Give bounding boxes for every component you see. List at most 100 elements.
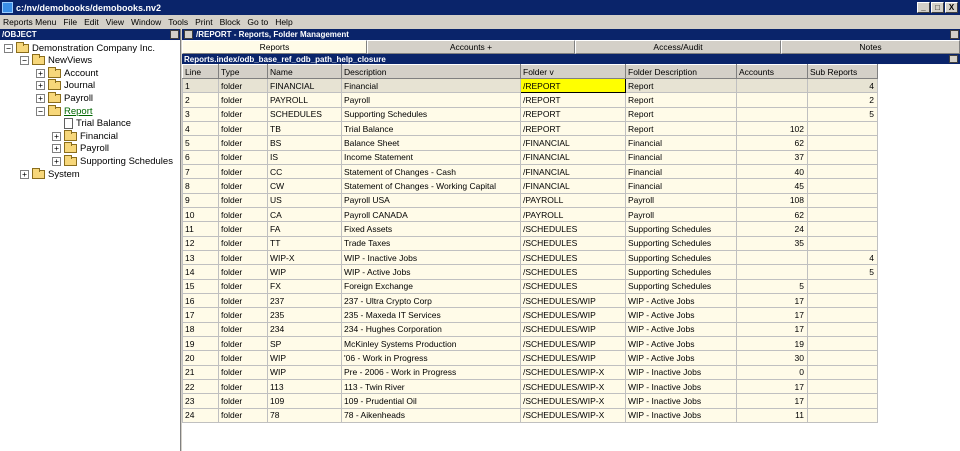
menu-window[interactable]: Window	[131, 17, 162, 27]
table-cell[interactable]: Pre - 2006 - Work in Progress	[341, 364, 521, 380]
table-cell[interactable]: Foreign Exchange	[341, 278, 521, 294]
table-cell[interactable]: /REPORT	[520, 106, 626, 122]
table-cell[interactable]: Trade Taxes	[341, 235, 521, 251]
table-cell[interactable]: folder	[218, 192, 268, 208]
table-cell[interactable]: Statement of Changes - Cash	[341, 163, 521, 180]
table-cell[interactable]: Statement of Changes - Working Capital	[341, 178, 521, 194]
table-cell[interactable]: 6	[182, 149, 219, 165]
tree-node[interactable]: − NewViews	[20, 54, 92, 67]
tree-node[interactable]: Trial Balance	[52, 118, 131, 130]
tab-accounts[interactable]: Accounts +	[367, 40, 575, 54]
table-cell[interactable]	[807, 407, 878, 423]
table-cell[interactable]: Financial	[625, 149, 737, 165]
table-cell[interactable]: WIP - Active Jobs	[625, 292, 737, 309]
table-cell[interactable]: 17	[736, 378, 808, 395]
table-cell[interactable]: folder	[218, 335, 268, 352]
table-row[interactable]: 6 folder IS Income Statement/FINANCIAL Finan…	[182, 149, 878, 165]
expand-icon[interactable]: +	[52, 131, 61, 141]
table-cell[interactable]: /PAYROLL	[520, 206, 626, 223]
table-row[interactable]: 21 folder WIP Pre - 2006 - Work in Progress…	[182, 364, 878, 380]
table-cell[interactable]: WIP - Active Jobs	[625, 350, 737, 366]
table-cell[interactable]	[807, 307, 878, 323]
table-cell[interactable]: folder	[218, 321, 268, 337]
table-cell[interactable]: SP	[267, 335, 342, 352]
table-cell[interactable]: 237 - Ultra Crypto Corp	[341, 292, 521, 309]
table-cell[interactable]: Financial	[625, 135, 737, 151]
table-cell[interactable]: WIP-X	[267, 249, 342, 266]
tree-node[interactable]: − Demonstration Company Inc.	[4, 41, 155, 54]
table-cell[interactable]: folder	[218, 178, 268, 194]
table-cell[interactable]	[807, 335, 878, 352]
table-cell[interactable]: Financial	[625, 178, 737, 194]
table-cell[interactable]: /SCHEDULES/WIP	[520, 350, 626, 366]
expand-icon[interactable]: +	[52, 144, 61, 154]
table-row[interactable]: 10 folder CA Payroll CANADA/PAYROLL Payroll 6…	[182, 206, 878, 223]
table-cell[interactable]: 15	[182, 278, 219, 294]
table-cell[interactable]: Supporting Schedules	[625, 264, 737, 280]
table-cell[interactable]: 62	[736, 206, 808, 223]
window-menu-icon[interactable]	[184, 30, 193, 39]
table-cell[interactable]	[807, 378, 878, 395]
table-cell[interactable]: 78	[267, 407, 342, 423]
table-row[interactable]: 12 folder TT Trade Taxes/SCHEDULES Supportin…	[182, 235, 878, 251]
table-cell[interactable]: 108	[736, 192, 808, 208]
path-menu-button[interactable]	[949, 55, 958, 63]
table-cell[interactable]: WIP - Active Jobs	[625, 321, 737, 337]
table-cell[interactable]: 7	[182, 163, 219, 180]
table-cell[interactable]: 18	[182, 321, 219, 337]
table-cell[interactable]: /SCHEDULES	[520, 235, 626, 251]
table-cell[interactable]: Report	[625, 92, 737, 108]
table-cell[interactable]: 234 - Hughes Corporation	[341, 321, 521, 337]
table-cell[interactable]	[807, 321, 878, 337]
tab-access-audit[interactable]: Access/Audit	[575, 40, 781, 54]
tab-reports[interactable]: Reports	[182, 40, 367, 54]
table-row[interactable]: 18 folder 234 234 - Hughes Corporation/SCHE…	[182, 321, 878, 337]
table-cell[interactable]: folder	[218, 249, 268, 266]
table-cell[interactable]: Financial	[341, 77, 521, 94]
table-cell[interactable]: /REPORT	[520, 77, 626, 94]
table-cell[interactable]: 40	[736, 163, 808, 180]
table-cell[interactable]: WIP - Inactive Jobs	[625, 364, 737, 380]
table-cell[interactable]	[807, 221, 878, 237]
tree-node[interactable]: + Financial	[52, 129, 118, 142]
table-cell[interactable]: Supporting Schedules	[341, 106, 521, 122]
maximize-button[interactable]: □	[931, 2, 944, 13]
table-cell[interactable]: 14	[182, 264, 219, 280]
table-row[interactable]: 22 folder 113 113 - Twin River/SCHEDULES/WI…	[182, 378, 878, 395]
table-row[interactable]: 7 folder CC Statement of Changes - Cash/FIN…	[182, 163, 878, 180]
table-cell[interactable]: BS	[267, 135, 342, 151]
table-cell[interactable]: Payroll	[625, 206, 737, 223]
table-cell[interactable]: FA	[267, 221, 342, 237]
table-cell[interactable]	[736, 264, 808, 280]
table-cell[interactable]: TB	[267, 120, 342, 137]
table-cell[interactable]: folder	[218, 206, 268, 223]
menu-print[interactable]: Print	[195, 17, 213, 27]
table-cell[interactable]: 109	[267, 393, 342, 409]
table-cell[interactable]: WIP	[267, 264, 342, 280]
menu-edit[interactable]: Edit	[84, 17, 99, 27]
menu-view[interactable]: View	[105, 17, 125, 27]
tab-notes[interactable]: Notes	[781, 40, 960, 54]
table-row[interactable]: 8 folder CW Statement of Changes - Working …	[182, 178, 878, 194]
table-cell[interactable]: WIP - Inactive Jobs	[625, 378, 737, 395]
table-cell[interactable]: 21	[182, 364, 219, 380]
collapse-icon[interactable]: −	[20, 56, 29, 66]
table-cell[interactable]: folder	[218, 92, 268, 108]
table-cell[interactable]: Supporting Schedules	[625, 221, 737, 237]
table-cell[interactable]: 22	[182, 378, 219, 395]
table-row[interactable]: 20 folder WIP '06 - Work in Progress/SCHEDU…	[182, 350, 878, 366]
column-header[interactable]: Name	[267, 64, 342, 79]
table-cell[interactable]: folder	[218, 292, 268, 309]
table-cell[interactable]: CA	[267, 206, 342, 223]
table-cell[interactable]: Report	[625, 77, 737, 94]
column-header[interactable]: Type	[218, 64, 268, 79]
table-cell[interactable]: 24	[182, 407, 219, 423]
menu-tools[interactable]: Tools	[168, 17, 189, 27]
tree-node[interactable]: + Payroll	[52, 142, 109, 155]
table-cell[interactable]: 11	[182, 221, 219, 237]
menu-goto[interactable]: Go to	[247, 17, 269, 27]
table-row[interactable]: 1 folder FINANCIAL Financial/REPORT Report 4	[182, 77, 878, 94]
table-cell[interactable]: 234	[267, 321, 342, 337]
table-cell[interactable]: /SCHEDULES/WIP	[520, 321, 626, 337]
table-cell[interactable]: CW	[267, 178, 342, 194]
